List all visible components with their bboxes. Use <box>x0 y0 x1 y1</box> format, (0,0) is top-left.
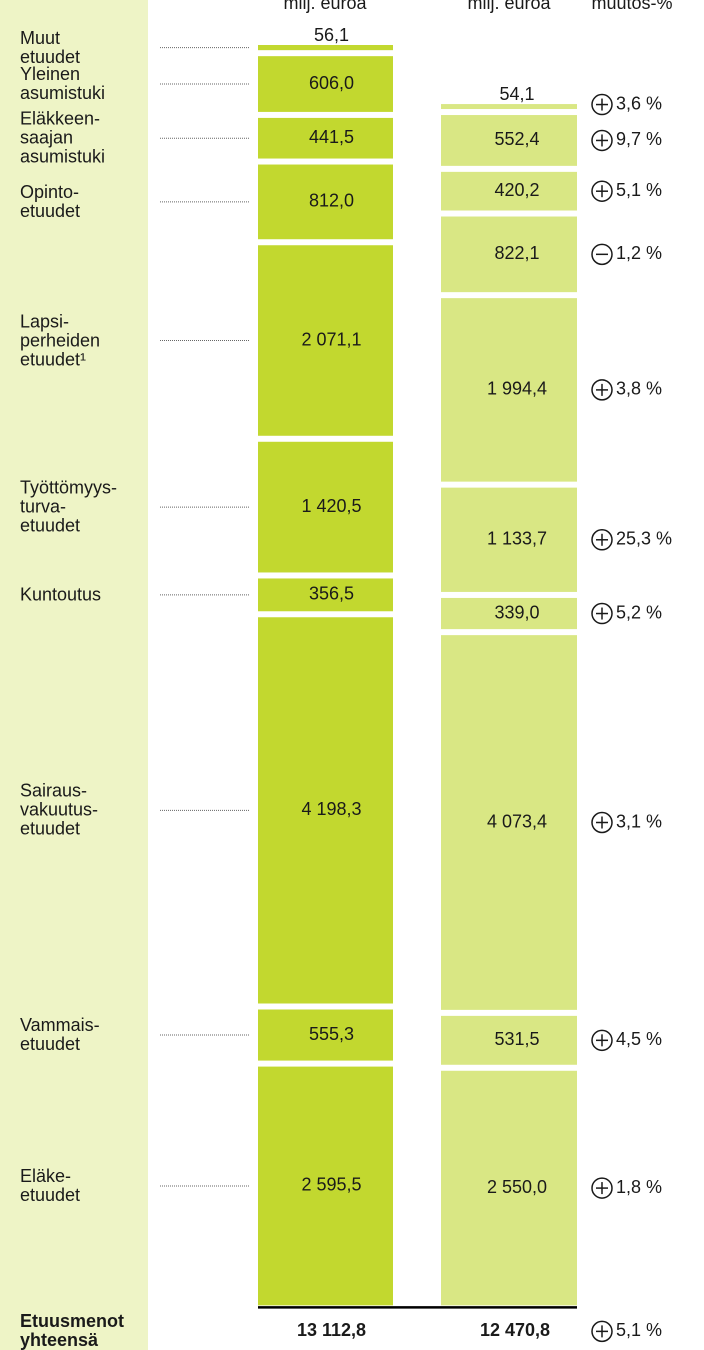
segment-value-label: 822,1 <box>494 243 539 263</box>
change-sign-icon <box>591 379 613 401</box>
segment-value-label: 356,5 <box>309 584 354 604</box>
change-label: 25,3 % <box>616 529 672 549</box>
segment <box>441 298 577 482</box>
segment <box>441 635 577 1010</box>
segment <box>441 597 577 630</box>
segment <box>441 487 577 592</box>
category-label: Eläkkeen- saajan asumistuki <box>20 108 106 167</box>
segment-value-label: 812,0 <box>309 191 354 211</box>
column-header: muutos-% <box>591 0 672 13</box>
category-label: Sairaus- vakuutus- etuudet <box>20 780 99 839</box>
segment-value-label: 2 595,5 <box>301 1175 361 1195</box>
change-sign-icon <box>591 602 613 625</box>
segment <box>441 115 577 166</box>
segment-value-label: 606,0 <box>309 73 354 93</box>
change-sign-icon <box>591 93 613 116</box>
segment <box>441 104 577 110</box>
segment-value-label: 1 994,4 <box>487 379 547 399</box>
change-label: 5,2 % <box>616 602 662 622</box>
segment-value-label: 2 550,0 <box>487 1177 547 1197</box>
change-label: 5,1 % <box>616 180 662 200</box>
segment-value-label: 1 133,7 <box>487 529 547 549</box>
total-change-label: 5,1 % <box>616 1320 662 1340</box>
change-label: 4,5 % <box>616 1029 662 1049</box>
change-sign-icon <box>591 1177 613 1199</box>
segment-value-label: 339,0 <box>494 602 539 622</box>
category-label: Opinto- etuudet <box>20 181 81 221</box>
segment <box>258 578 393 612</box>
segment-value-label: 441,5 <box>309 127 354 147</box>
total-value: 12 470,8 <box>480 1320 550 1340</box>
change-label: 3,8 % <box>616 379 662 399</box>
change-sign-icon <box>591 180 613 202</box>
segment-value-label: 555,3 <box>309 1024 354 1044</box>
column-header: milj. euroa <box>467 0 551 13</box>
change-sign-icon <box>591 529 613 551</box>
total-value: 13 112,8 <box>297 1320 366 1340</box>
segment-value-label: 1 420,5 <box>301 496 361 516</box>
segment <box>258 1009 393 1061</box>
segment <box>258 1066 393 1306</box>
total-label: Etuusmenot yhteensä <box>20 1311 125 1350</box>
change-label: 9,7 % <box>616 129 662 149</box>
change-sign-icon <box>591 1320 613 1343</box>
change-sign-icon <box>591 811 613 834</box>
category-label: Lapsi- perheiden etuudet¹ <box>20 311 101 369</box>
segment <box>258 117 393 159</box>
segment <box>258 245 393 436</box>
change-sign-icon <box>591 1029 613 1052</box>
change-label: 1,8 % <box>616 1177 662 1197</box>
segment-value-label: 2 071,1 <box>301 329 361 349</box>
category-label: Yleinen asumistuki <box>20 64 106 104</box>
category-label: Eläke- etuudet <box>20 1165 81 1205</box>
segment <box>258 164 393 240</box>
column-header: milj. euroa <box>283 0 367 13</box>
segment <box>441 1015 577 1065</box>
change-sign-icon <box>591 243 613 266</box>
segment-value-label: 552,4 <box>494 129 539 149</box>
label-panel <box>0 0 148 1350</box>
category-label: Kuntoutus <box>20 584 102 605</box>
segment-value-label: 4 198,3 <box>301 799 361 819</box>
change-sign-icon <box>591 129 613 152</box>
segment <box>258 45 393 51</box>
category-label: Vammais- etuudet <box>20 1015 100 1055</box>
segment <box>258 56 393 112</box>
segment-value-label: 531,5 <box>494 1029 539 1049</box>
segment-value-label: 56,1 <box>314 25 349 45</box>
segment <box>441 216 577 293</box>
change-label: 3,1 % <box>616 811 662 831</box>
segment-value-label: 4 073,4 <box>487 811 547 831</box>
segment <box>258 441 393 573</box>
segment <box>258 617 393 1004</box>
change-label: 3,6 % <box>616 93 662 113</box>
segment-value-label: 420,2 <box>494 180 539 200</box>
segment <box>441 171 577 211</box>
segment <box>441 1070 577 1306</box>
category-label: Muut etuudet <box>20 27 81 67</box>
change-label: 1,2 % <box>616 243 662 263</box>
category-label: Työttömyys- turva- etuudet <box>20 477 118 536</box>
segment-value-label: 54,1 <box>499 84 534 104</box>
